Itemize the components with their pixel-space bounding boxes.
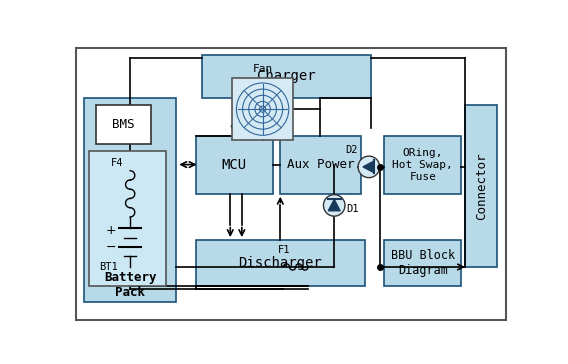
- Text: BT1: BT1: [99, 262, 118, 272]
- Circle shape: [323, 195, 345, 216]
- Text: BMS: BMS: [112, 118, 135, 131]
- Text: −: −: [106, 241, 116, 253]
- Text: F4: F4: [111, 158, 123, 168]
- Text: Battery
Pack: Battery Pack: [104, 271, 156, 299]
- Bar: [232, 78, 294, 140]
- Text: Charger: Charger: [257, 70, 316, 83]
- Text: F1: F1: [278, 245, 290, 256]
- Text: Fan: Fan: [253, 64, 273, 75]
- Text: +: +: [106, 223, 116, 237]
- Circle shape: [358, 156, 379, 178]
- Polygon shape: [328, 199, 340, 211]
- Text: D2: D2: [345, 145, 358, 155]
- Text: MCU: MCU: [222, 158, 247, 172]
- Text: Discharger: Discharger: [239, 256, 322, 270]
- Bar: [89, 151, 166, 286]
- Bar: [465, 105, 498, 267]
- Bar: [95, 105, 151, 144]
- Polygon shape: [363, 161, 374, 173]
- Bar: [385, 240, 461, 286]
- Bar: [202, 55, 371, 98]
- Bar: [84, 98, 177, 302]
- Text: Aux Power: Aux Power: [287, 158, 354, 171]
- Bar: [385, 136, 461, 194]
- Text: BBU Block
Diagram: BBU Block Diagram: [391, 249, 455, 277]
- Bar: [195, 136, 273, 194]
- Bar: [281, 136, 361, 194]
- Text: Connector: Connector: [475, 153, 488, 220]
- Text: D1: D1: [346, 203, 359, 214]
- Text: ORing,
Hot Swap,
Fuse: ORing, Hot Swap, Fuse: [392, 149, 453, 182]
- Bar: [195, 240, 365, 286]
